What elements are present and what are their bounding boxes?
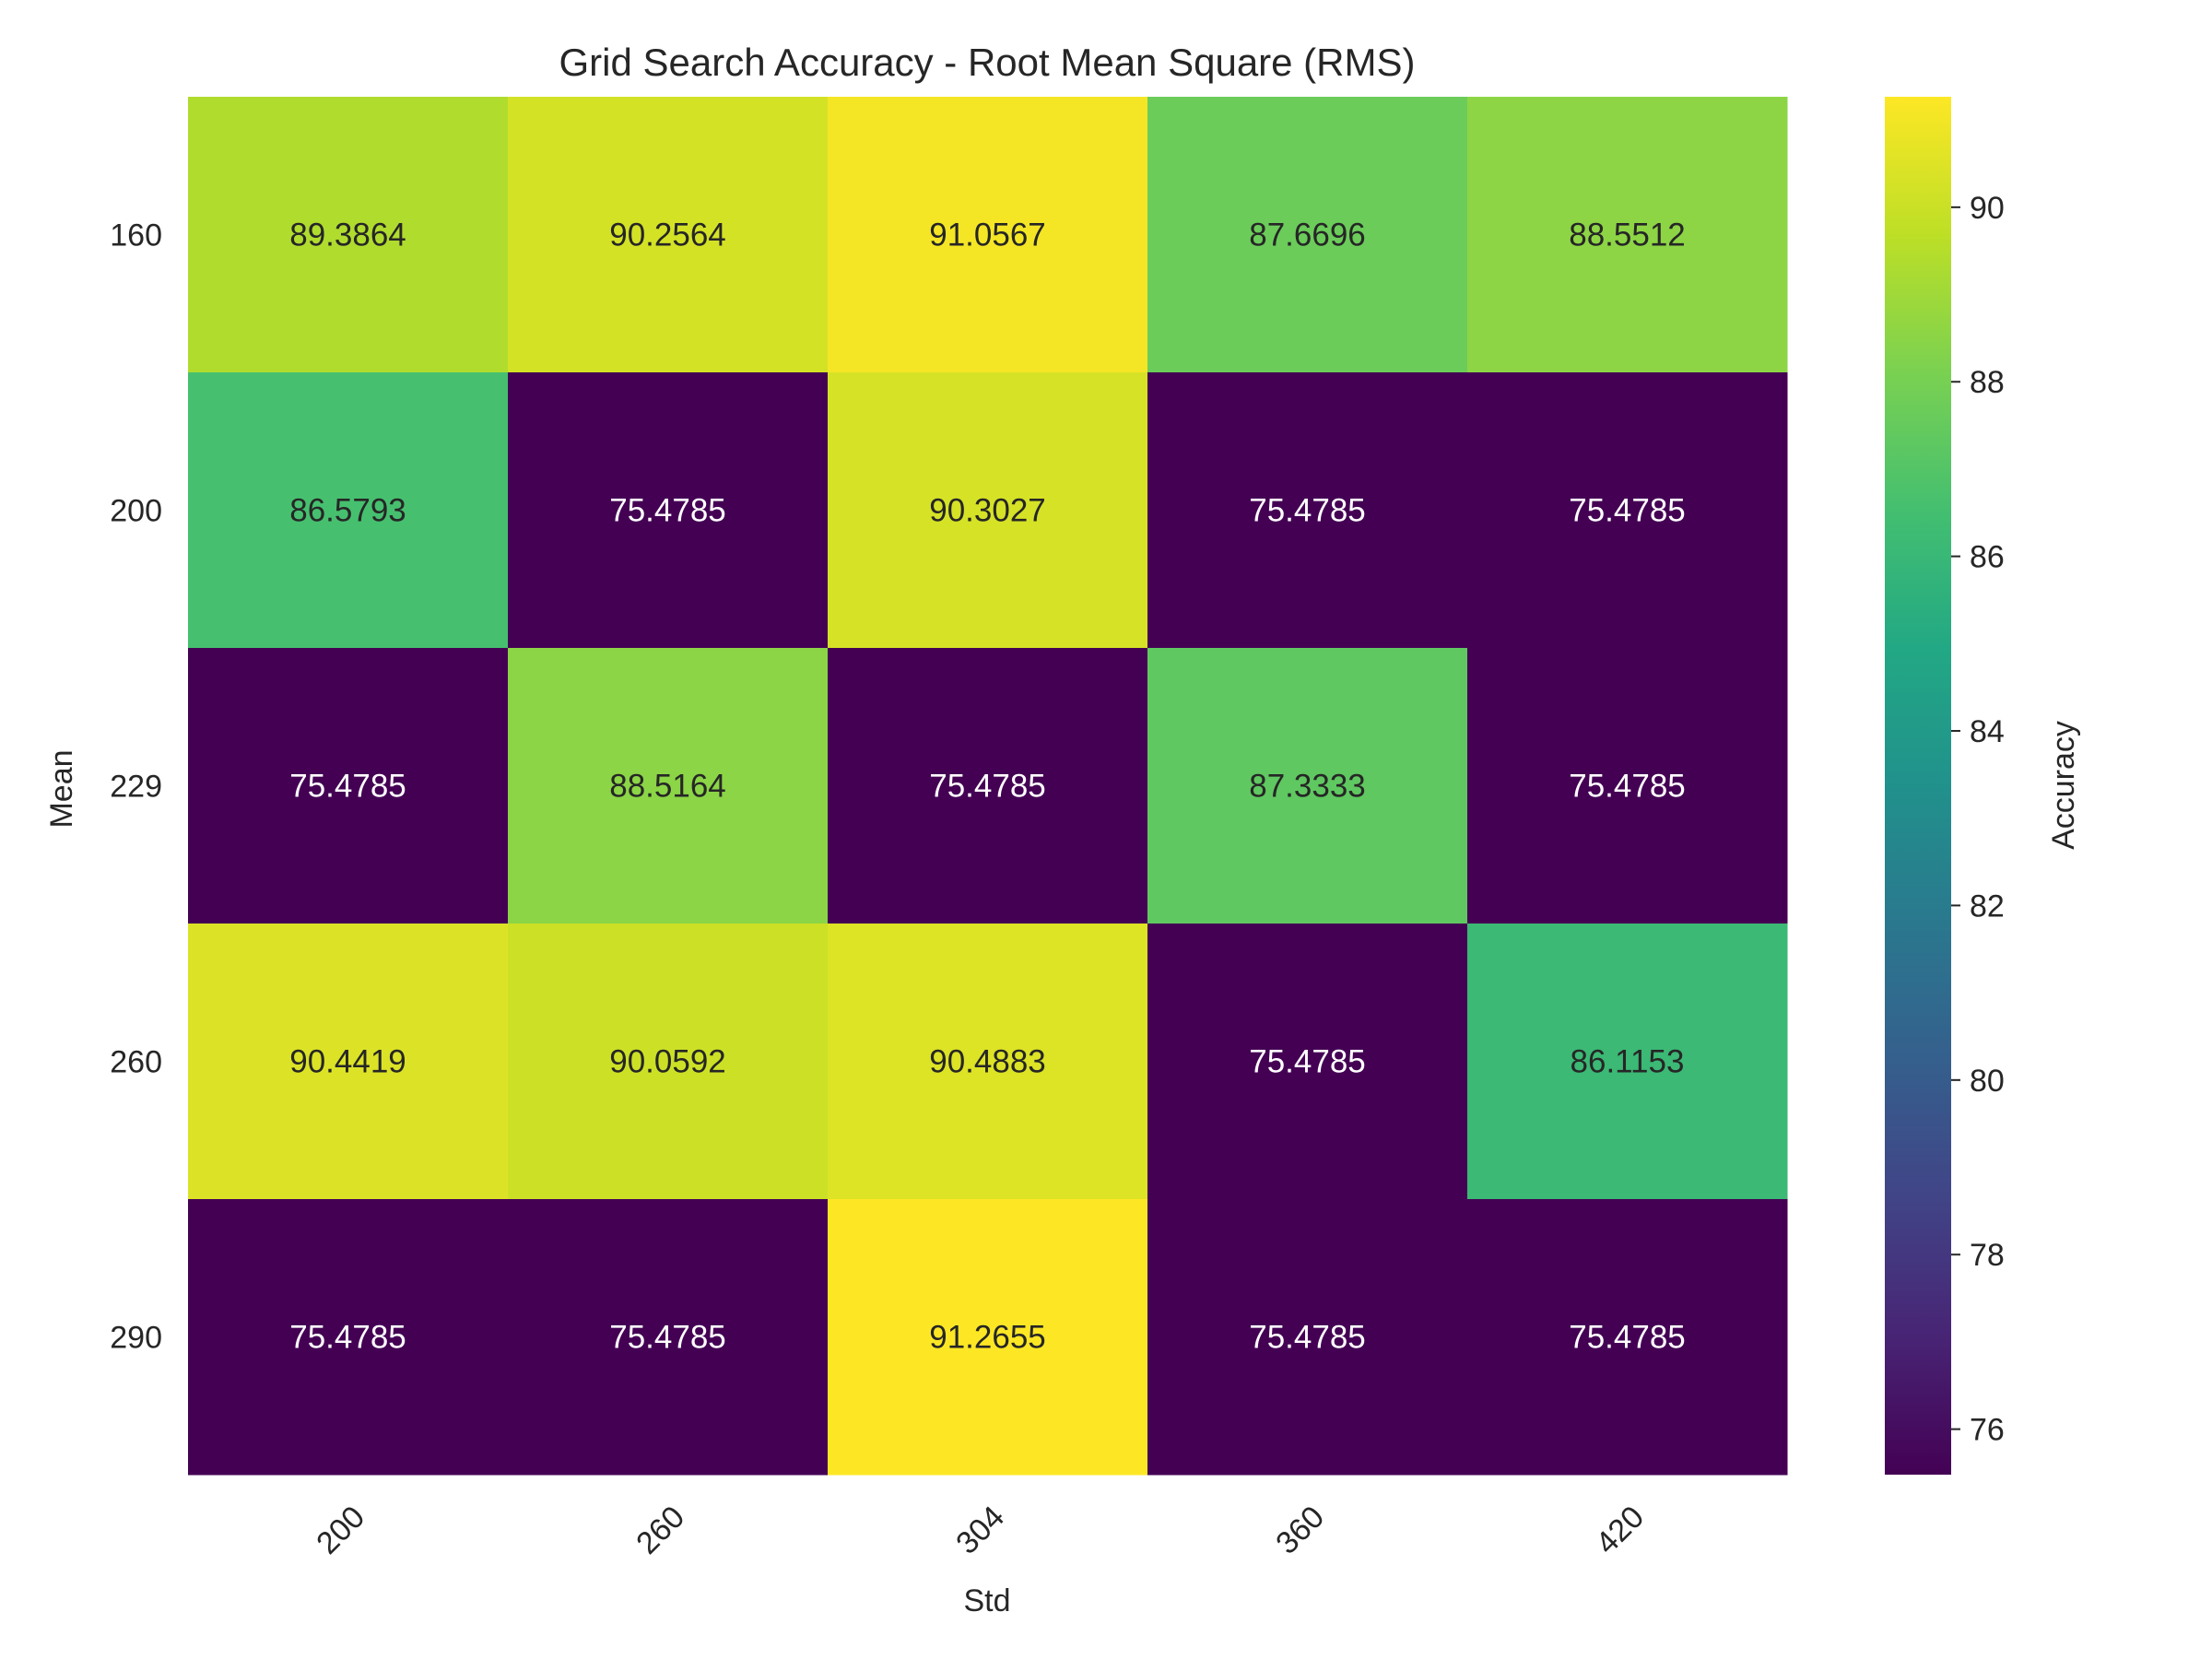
cell-value-label: 87.3333 [1249,769,1366,805]
heatmap-cell-r1-c4 [1467,372,1788,649]
heatmap-cell-r0-c0 [188,97,509,373]
cell-value-label: 86.5793 [289,493,406,529]
heatmap-cell-r4-c2 [828,1199,1148,1476]
heatmap-cell-r0-c3 [1147,97,1468,373]
y-tick-labels: 160 200 229 260 290 [110,218,162,1356]
cell-value-label: 90.4419 [289,1044,406,1080]
heatmap-cell-r2-c3 [1147,648,1468,924]
heatmap-cells [188,97,1788,1476]
colorbar-tick-label: 90 [1970,191,2005,226]
heatmap-cell-r4-c0 [188,1199,509,1476]
x-tick-labels: 200 260 304 360 420 [310,1500,1651,1561]
heatmap-cell-r3-c3 [1147,924,1468,1200]
colorbar-tick-label: 76 [1970,1413,2005,1448]
cell-value-label: 90.4883 [929,1044,1046,1080]
cell-value-label: 91.2655 [929,1320,1046,1356]
cell-value-label: 90.0592 [609,1044,726,1080]
heatmap-cell-r3-c0 [188,924,509,1200]
y-tick-label: 290 [110,1321,162,1356]
cell-value-label: 75.4785 [1569,769,1686,805]
heatmap-cell-labels: 89.3864 90.2564 91.0567 87.6696 88.5512 86.57… [289,218,1686,1356]
cell-value-label: 89.3864 [289,218,406,253]
cell-value-label: 75.4785 [1249,1320,1366,1356]
heatmap-cell-r1-c3 [1147,372,1468,649]
heatmap-cell-r1-c1 [508,372,829,649]
y-tick-label: 160 [110,218,162,253]
y-tick-label: 200 [110,494,162,529]
x-axis-label: Std [963,1583,1010,1618]
cell-value-label: 90.2564 [609,218,726,253]
heatmap-cell-r1-c2 [828,372,1148,649]
heatmap-cell-r2-c4 [1467,648,1788,924]
heatmap-cell-r1-c0 [188,372,509,649]
y-axis-label: Mean [44,749,79,828]
colorbar-tick-label: 78 [1970,1238,2005,1273]
heatmap-cell-r0-c4 [1467,97,1788,373]
heatmap-cell-r0-c1 [508,97,829,373]
heatmap-cell-r3-c1 [508,924,829,1200]
heatmap-cell-r3-c2 [828,924,1148,1200]
x-tick-label: 304 [949,1500,1011,1561]
x-tick-label: 260 [629,1500,691,1561]
cell-value-label: 75.4785 [289,769,406,805]
cell-value-label: 86.1153 [1571,1044,1685,1080]
colorbar-tick-label: 82 [1970,888,2005,924]
heatmap-cell-r2-c1 [508,648,829,924]
x-tick-label: 200 [310,1500,371,1561]
heatmap-cell-r0-c2 [828,97,1148,373]
cell-value-label: 75.4785 [1249,493,1366,529]
colorbar [1885,97,1951,1475]
cell-value-label: 87.6696 [1249,218,1366,253]
cell-value-label: 75.4785 [609,493,726,529]
cell-value-label: 75.4785 [609,1320,726,1356]
colorbar-label: Accuracy [2046,721,2081,850]
cell-value-label: 88.5512 [1569,218,1686,253]
heatmap-cell-r2-c2 [828,648,1148,924]
colorbar-tick-label: 84 [1970,714,2005,749]
cell-value-label: 91.0567 [929,218,1046,253]
y-tick-label: 229 [110,770,162,805]
cell-value-label: 90.3027 [929,493,1046,529]
heatmap-cell-r4-c4 [1467,1199,1788,1476]
cell-value-label: 75.4785 [1569,493,1686,529]
cell-value-label: 75.4785 [929,769,1046,805]
heatmap-cell-r4-c1 [508,1199,829,1476]
heatmap-cell-r4-c3 [1147,1199,1468,1476]
chart-title: Grid Search Accuracy - Root Mean Square … [559,41,1415,84]
cell-value-label: 75.4785 [289,1320,406,1356]
heatmap-cell-r3-c4 [1467,924,1788,1200]
cell-value-label: 88.5164 [609,769,726,805]
colorbar-tick-label: 88 [1970,365,2005,400]
cell-value-label: 75.4785 [1249,1044,1366,1080]
heatmap-cell-r2-c0 [188,648,509,924]
colorbar-ticks: 76 78 80 82 84 86 88 90 [1951,191,2005,1448]
x-tick-label: 360 [1269,1500,1331,1561]
cell-value-label: 75.4785 [1569,1320,1686,1356]
x-tick-label: 420 [1589,1500,1651,1561]
y-tick-label: 260 [110,1045,162,1080]
colorbar-tick-label: 80 [1970,1064,2005,1099]
colorbar-tick-label: 86 [1970,540,2005,575]
